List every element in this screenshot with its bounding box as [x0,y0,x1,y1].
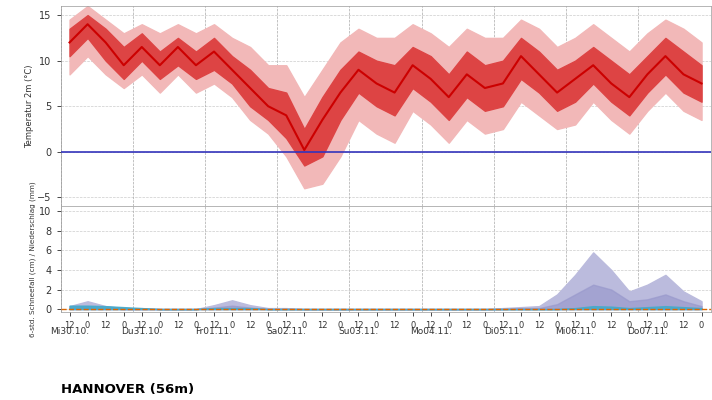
Text: Su03.11.: Su03.11. [338,327,379,336]
Text: HANNOVER (56m): HANNOVER (56m) [61,383,194,396]
Text: Mo04.11.: Mo04.11. [409,327,451,336]
Y-axis label: 6-std. Schneefall (cm) / Niederschlag (mm): 6-std. Schneefall (cm) / Niederschlag (m… [30,182,36,337]
Text: Fr01.11.: Fr01.11. [196,327,233,336]
Text: Du31.10.: Du31.10. [121,327,162,336]
Text: Sa02.11.: Sa02.11. [266,327,306,336]
Text: Di05.11.: Di05.11. [483,327,522,336]
Text: Mi06.11.: Mi06.11. [555,327,595,336]
Text: Do07.11.: Do07.11. [627,327,668,336]
Y-axis label: Temperatur 2m (°C): Temperatur 2m (°C) [26,64,34,148]
Text: Mi30.10.: Mi30.10. [50,327,89,336]
